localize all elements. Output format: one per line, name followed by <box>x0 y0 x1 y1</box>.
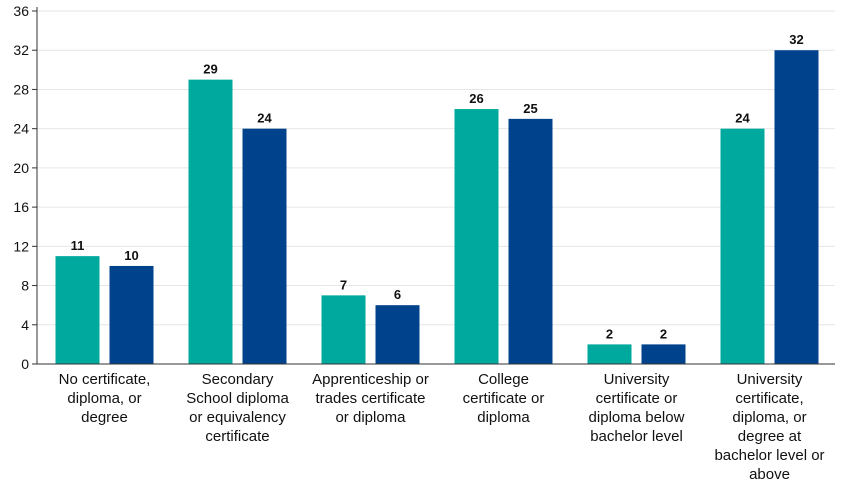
y-tick-label: 24 <box>13 121 29 137</box>
gridlines <box>37 10 835 326</box>
x-category-label: University certificate or diploma below … <box>588 371 685 445</box>
y-axis-ticks: 0 4 8 12 16 20 24 28 32 36 <box>13 3 37 372</box>
x-category-label: No certificate, diploma, or degree <box>58 371 151 426</box>
y-tick-label: 36 <box>13 3 29 19</box>
data-label: 2 <box>660 326 667 341</box>
x-category-label: Secondary School diploma or equivalency … <box>186 371 289 445</box>
y-tick-label: 8 <box>21 278 29 294</box>
bar-series-1-category-4 <box>454 109 499 364</box>
bar-series-1-category-3 <box>321 295 366 364</box>
data-label: 11 <box>71 238 85 253</box>
y-tick-label: 0 <box>21 356 29 372</box>
data-label: 24 <box>257 111 272 126</box>
x-category-label: Apprenticeship or trades certificate or … <box>312 371 429 426</box>
data-label: 7 <box>340 277 347 292</box>
y-tick-label: 4 <box>21 317 29 333</box>
bars <box>55 50 819 364</box>
data-label: 25 <box>523 101 537 116</box>
data-label: 6 <box>394 287 401 302</box>
data-label: 24 <box>735 111 750 126</box>
y-tick-label: 32 <box>13 42 29 58</box>
axes <box>36 7 835 365</box>
y-tick-label: 28 <box>13 81 29 97</box>
bar-series-2-category-5 <box>641 344 686 364</box>
data-label: 32 <box>789 32 803 47</box>
x-category-label: College certificate or diploma <box>462 371 545 426</box>
bar-series-2-category-3 <box>375 305 420 364</box>
data-label: 29 <box>203 62 217 77</box>
bar-series-2-category-1 <box>109 265 154 364</box>
bar-series-1-category-6 <box>720 128 765 364</box>
bar-series-1-category-1 <box>55 256 100 364</box>
bar-series-2-category-4 <box>508 118 553 364</box>
bar-series-1-category-2 <box>188 79 233 364</box>
x-category-label: University certificate, diploma, or degr… <box>714 371 825 483</box>
bar-series-2-category-6 <box>774 50 819 364</box>
y-tick-label: 12 <box>13 238 29 254</box>
bar-series-1-category-5 <box>587 344 632 364</box>
y-tick-label: 16 <box>13 199 29 215</box>
data-labels: 11 10 29 24 7 6 26 25 2 2 24 32 <box>71 32 804 341</box>
data-label: 2 <box>606 326 613 341</box>
y-tick-label: 20 <box>13 160 29 176</box>
bar-series-2-category-2 <box>242 128 287 364</box>
data-label: 10 <box>124 248 138 263</box>
data-label: 26 <box>469 91 483 106</box>
